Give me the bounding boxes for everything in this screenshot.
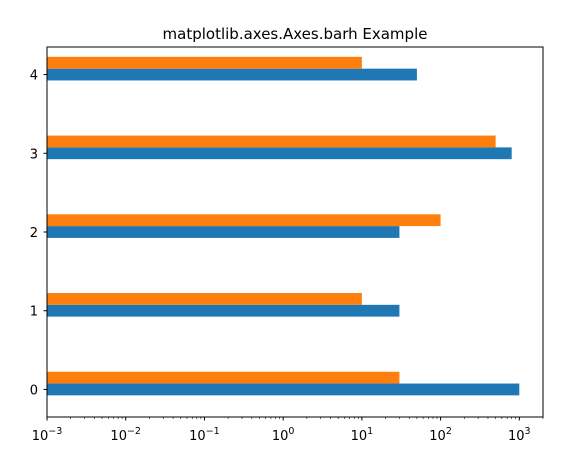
y-tick-label: 2 [30,226,38,241]
x-tick-label: 103 [508,426,531,444]
y-tick-label: 0 [30,383,38,398]
y-tick-label: 3 [30,147,38,162]
bar-series2-0 [47,371,400,384]
bar-series1-4 [47,68,417,81]
y-axis: 0 1 2 3 4 [30,69,47,398]
x-tick-label: 102 [429,426,452,444]
y-tick-label: 4 [30,69,38,84]
bar-series1-3 [47,147,512,160]
y-tick-label: 1 [30,305,38,320]
x-tick-label: 101 [351,426,374,444]
x-tick-label: 10−2 [110,426,141,444]
bar-series1-0 [47,383,520,396]
bar-series1-1 [47,304,400,317]
x-tick-label: 100 [272,426,295,444]
x-tick-label: 10−1 [189,426,220,444]
chart-title: matplotlib.axes.Axes.barh Example [163,25,428,43]
bar-series2-3 [47,135,496,148]
bar-series1-2 [47,226,400,238]
bar-series2-2 [47,214,441,227]
x-axis: 10−3 10−2 10−1 100 101 102 103 [32,417,544,444]
plot-frame [46,46,544,418]
bar-series2-4 [47,56,362,69]
bar-series2-1 [47,293,362,305]
bars-group [47,56,520,396]
x-tick-label: 10−3 [32,426,63,444]
